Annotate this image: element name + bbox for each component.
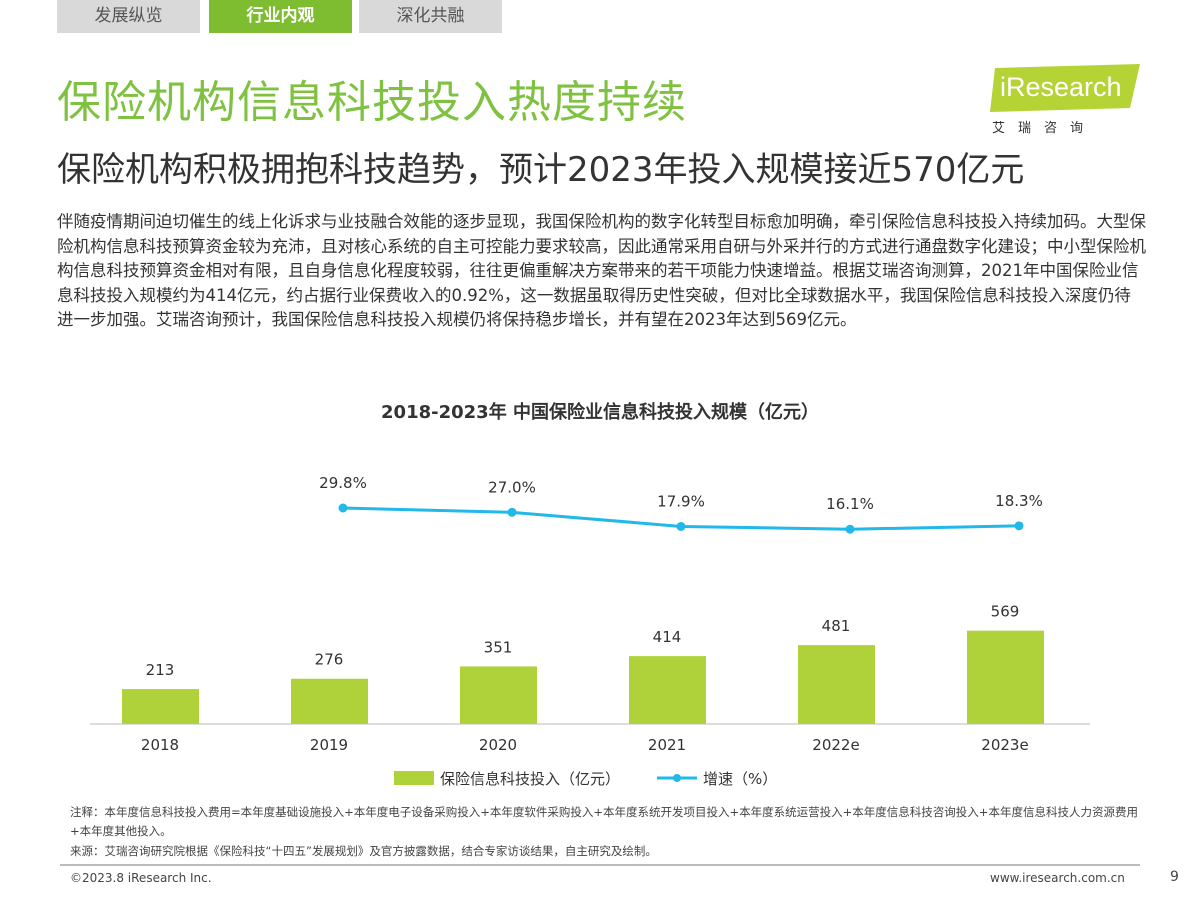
growth-point-2022e <box>845 524 855 534</box>
growth-label-2019: 29.8% <box>319 474 367 492</box>
x-tick-2019: 2019 <box>310 736 348 754</box>
tab-integration[interactable]: 深化共融 <box>359 0 502 33</box>
body-paragraph: 伴随疫情期间迫切催生的线上化诉求与业技融合效能的逐步显现，我国保险机构的数字化转… <box>57 212 1146 329</box>
page-number: 9 <box>1170 869 1179 885</box>
bar-2019 <box>291 678 368 724</box>
x-tick-2022e: 2022e <box>812 736 859 754</box>
legend-line-label: 增速（%） <box>703 770 777 788</box>
bar-label-2022e: 481 <box>822 617 851 635</box>
bar-label-2018: 213 <box>146 661 175 679</box>
growth-label-2020: 27.0% <box>488 478 536 496</box>
page-title: 保险机构信息科技投入热度持续 <box>57 77 687 128</box>
growth-point-2021 <box>676 521 686 531</box>
bar-label-2020: 351 <box>484 638 513 656</box>
bar-2022e <box>798 645 875 724</box>
growth-point-2023e <box>1014 521 1024 531</box>
bar-2020 <box>460 666 537 724</box>
growth-point-2020 <box>507 507 517 517</box>
copyright: ©2023.8 iResearch Inc. <box>70 871 212 885</box>
x-tick-2021: 2021 <box>648 736 686 754</box>
chart-source: 来源：艾瑞咨询研究院根据《保险科技“十四五”发展规划》及官方披露数据，结合专家访… <box>70 844 657 858</box>
page-subtitle: 保险机构积极拥抱科技趋势，预计2023年投入规模接近570亿元 <box>57 150 1025 190</box>
tab-overview[interactable]: 发展纵览 <box>57 0 200 33</box>
growth-point-2019 <box>338 503 348 513</box>
tab-industry[interactable]: 行业内观 <box>209 0 352 33</box>
legend-bar-label: 保险信息科技投入（亿元） <box>440 770 620 788</box>
bar-label-2019: 276 <box>315 651 344 669</box>
chart-note: 注释：本年度信息科技投入费用=本年度基础设施投入+本年度电子设备采购投入+本年度… <box>70 805 1138 838</box>
website-link[interactable]: www.iresearch.com.cn <box>990 871 1125 885</box>
bar-2021 <box>629 656 706 724</box>
bar-label-2021: 414 <box>653 628 682 646</box>
bar-2023e <box>967 630 1044 724</box>
x-tick-2020: 2020 <box>479 736 517 754</box>
bar-2018 <box>122 689 199 724</box>
growth-label-2022e: 16.1% <box>826 495 874 513</box>
footer-divider <box>60 864 1140 866</box>
logo-cn: 艾瑞咨询 <box>992 121 1097 136</box>
chart: 2018-2023年 中国保险业信息科技投入规模（亿元） 213 2018 276 2… <box>90 401 1090 788</box>
growth-label-2023e: 18.3% <box>995 492 1043 510</box>
growth-label-2021: 17.9% <box>657 492 705 510</box>
chart-title: 2018-2023年 中国保险业信息科技投入规模（亿元） <box>381 401 819 423</box>
iresearch-logo <box>990 64 1140 112</box>
logo-text: iResearch <box>1000 72 1122 102</box>
legend-bar-swatch <box>394 771 434 785</box>
x-tick-2023e: 2023e <box>981 736 1028 754</box>
x-tick-2018: 2018 <box>141 736 179 754</box>
legend: 保险信息科技投入（亿元） 增速（%） <box>394 770 777 788</box>
bar-label-2023e: 569 <box>991 603 1020 621</box>
